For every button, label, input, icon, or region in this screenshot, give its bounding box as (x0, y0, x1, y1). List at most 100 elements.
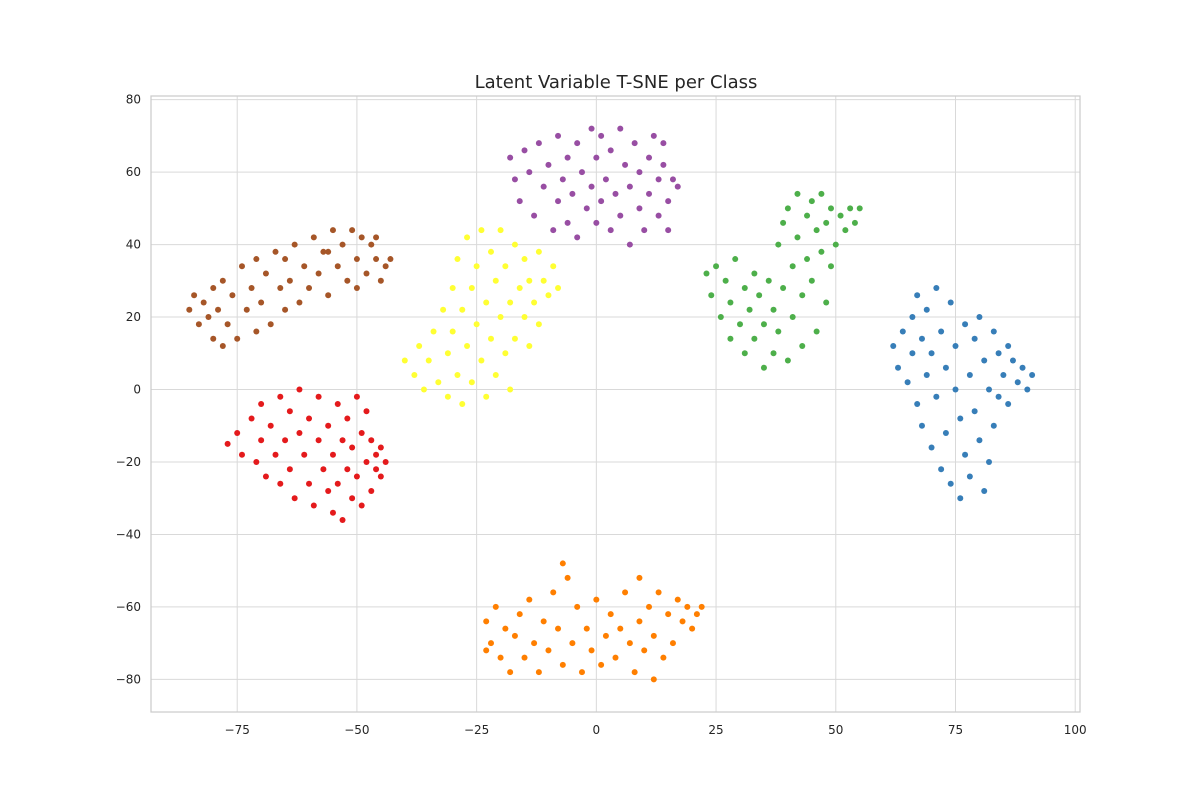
data-point (760, 364, 767, 371)
data-point (899, 328, 906, 335)
data-point (813, 328, 820, 335)
data-point (1029, 372, 1036, 379)
data-point (373, 234, 380, 241)
data-point (262, 473, 269, 480)
data-point (751, 270, 758, 277)
data-point (306, 480, 313, 487)
data-point (545, 647, 552, 654)
data-point (986, 386, 993, 393)
data-point (976, 437, 983, 444)
data-point (253, 256, 260, 263)
data-point (938, 328, 945, 335)
data-point (842, 227, 849, 234)
data-point (650, 632, 657, 639)
data-point (622, 589, 629, 596)
data-point (334, 263, 341, 270)
data-point (655, 176, 662, 183)
data-point (325, 422, 332, 429)
data-point (990, 422, 997, 429)
data-point (234, 335, 241, 342)
data-point (827, 205, 834, 212)
data-point (598, 132, 605, 139)
series-0 (224, 386, 389, 523)
data-point (909, 350, 916, 357)
data-point (650, 676, 657, 683)
data-point (669, 640, 676, 647)
data-point (229, 292, 236, 299)
data-point (253, 328, 260, 335)
data-point (468, 285, 475, 292)
data-point (698, 603, 705, 610)
data-point (602, 632, 609, 639)
data-point (272, 451, 279, 458)
y-tick-label: −80 (116, 672, 141, 686)
data-point (923, 372, 930, 379)
data-point (459, 306, 466, 313)
data-point (856, 205, 863, 212)
data-point (646, 154, 653, 161)
data-point (464, 234, 471, 241)
data-point (353, 256, 360, 263)
data-point (224, 321, 231, 328)
grid (151, 96, 1080, 712)
data-point (243, 306, 250, 313)
data-point (564, 219, 571, 226)
data-point (895, 364, 902, 371)
data-point (238, 451, 245, 458)
data-point (531, 212, 538, 219)
data-point (353, 285, 360, 292)
data-point (578, 669, 585, 676)
data-point (291, 241, 298, 248)
data-point (636, 169, 643, 176)
data-point (535, 321, 542, 328)
data-point (454, 256, 461, 263)
data-point (808, 198, 815, 205)
data-point (555, 285, 562, 292)
data-point (473, 321, 480, 328)
series-1 (890, 285, 1036, 502)
data-point (483, 647, 490, 654)
chart-title: Latent Variable T-SNE per Class (475, 72, 758, 93)
data-point (502, 263, 509, 270)
data-point (555, 198, 562, 205)
data-point (382, 458, 389, 465)
data-point (799, 292, 806, 299)
data-point (186, 306, 193, 313)
data-point (775, 241, 782, 248)
data-point (588, 183, 595, 190)
data-point (962, 321, 969, 328)
data-point (511, 241, 518, 248)
x-tick-label: 100 (1064, 723, 1087, 737)
data-point (555, 625, 562, 632)
data-point (224, 440, 231, 447)
data-point (502, 350, 509, 357)
data-point (516, 198, 523, 205)
data-point (717, 314, 724, 321)
data-point (310, 502, 317, 509)
data-point (928, 444, 935, 451)
data-point (535, 248, 542, 255)
data-point (430, 328, 437, 335)
data-point (301, 263, 308, 270)
data-point (818, 248, 825, 255)
y-tick-label: 40 (126, 238, 141, 252)
data-point (219, 277, 226, 284)
data-point (368, 437, 375, 444)
data-point (516, 285, 523, 292)
data-point (329, 451, 336, 458)
data-point (617, 212, 624, 219)
data-point (377, 277, 384, 284)
data-point (526, 343, 533, 350)
data-point (641, 647, 648, 654)
data-point (368, 241, 375, 248)
data-point (679, 618, 686, 625)
data-point (531, 299, 538, 306)
data-point (713, 263, 720, 270)
data-point (636, 618, 643, 625)
data-point (966, 473, 973, 480)
data-point (492, 372, 499, 379)
data-point (770, 350, 777, 357)
data-point (593, 219, 600, 226)
data-point (444, 350, 451, 357)
